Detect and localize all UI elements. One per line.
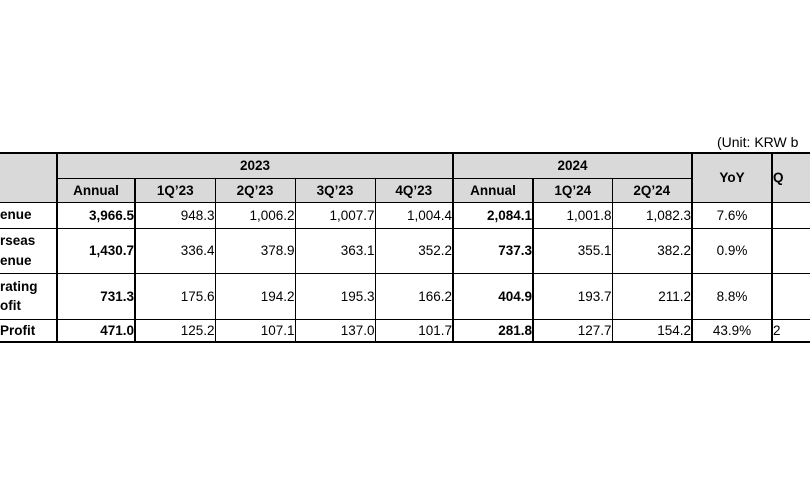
value-cell: 2,084.1 — [452, 201, 534, 229]
sub-header-row: Annual 1Q’23 2Q’23 3Q’23 4Q’23 Annual 1Q… — [0, 177, 810, 203]
yoy-cell: 7.6% — [691, 201, 773, 229]
group-header-2023: 2023 — [55, 152, 454, 179]
row-revenue: enue 3,966.5 948.3 1,006.2 1,007.7 1,004… — [0, 201, 810, 229]
value-cell: 1,430.7 — [56, 227, 136, 274]
yoy-column-header: YoY — [691, 152, 773, 203]
value-cell: 195.3 — [294, 272, 376, 320]
row-label: rseas enue — [0, 227, 58, 274]
row-label-line1: rseas — [0, 233, 36, 249]
group-header-row: 2023 2024 YoY Q — [0, 152, 810, 203]
yoy-cell: 8.8% — [691, 272, 773, 320]
value-cell: 3,966.5 — [56, 201, 136, 229]
subheader-annual-2023: Annual — [56, 177, 136, 203]
corner-header-cell — [0, 152, 58, 203]
value-cell: 404.9 — [452, 272, 534, 320]
value-cell: 382.2 — [611, 227, 693, 274]
value-cell: 101.7 — [374, 318, 454, 343]
subheader-1q23: 1Q’23 — [134, 177, 216, 203]
value-cell: 731.3 — [56, 272, 136, 320]
value-cell: 1,007.7 — [294, 201, 376, 229]
subheader-1q24: 1Q’24 — [532, 177, 613, 203]
value-cell: 336.4 — [134, 227, 216, 274]
value-cell: 125.2 — [134, 318, 216, 343]
row-label: Profit — [0, 318, 58, 343]
row-net-profit: Profit 471.0 125.2 107.1 137.0 101.7 281… — [0, 318, 810, 343]
value-cell: 281.8 — [452, 318, 534, 343]
row-operating-profit: rating ofit 731.3 175.6 194.2 195.3 166.2… — [0, 272, 810, 320]
value-cell: 363.1 — [294, 227, 376, 274]
qoq-column-header: Q — [771, 152, 810, 203]
value-cell: 127.7 — [532, 318, 613, 343]
qoq-cell: 2 — [771, 318, 810, 343]
row-label-line1: enue — [0, 207, 32, 223]
value-cell: 355.1 — [532, 227, 613, 274]
value-cell: 107.1 — [214, 318, 296, 343]
subheader-3q23: 3Q’23 — [294, 177, 376, 203]
row-overseas-revenue: rseas enue 1,430.7 336.4 378.9 363.1 352.… — [0, 227, 810, 274]
value-cell: 137.0 — [294, 318, 376, 343]
qoq-cell — [771, 272, 810, 320]
subheader-4q23: 4Q’23 — [374, 177, 454, 203]
row-label-line1: Profit — [0, 322, 36, 338]
qoq-cell — [771, 201, 810, 229]
row-label-line1: rating — [0, 278, 38, 294]
value-cell: 194.2 — [214, 272, 296, 320]
yoy-cell: 43.9% — [691, 318, 773, 343]
value-cell: 1,004.4 — [374, 201, 454, 229]
yoy-cell: 0.9% — [691, 227, 773, 274]
value-cell: 1,006.2 — [214, 201, 296, 229]
subheader-2q24: 2Q’24 — [611, 177, 693, 203]
group-header-2024: 2024 — [452, 152, 693, 179]
row-label: rating ofit — [0, 272, 58, 320]
row-label-line2: ofit — [0, 298, 21, 313]
value-cell: 1,001.8 — [532, 201, 613, 229]
subheader-annual-2024: Annual — [452, 177, 534, 203]
value-cell: 948.3 — [134, 201, 216, 229]
value-cell: 154.2 — [611, 318, 693, 343]
unit-label: (Unit: KRW b — [717, 134, 799, 150]
qoq-cell — [771, 227, 810, 274]
value-cell: 471.0 — [56, 318, 136, 343]
value-cell: 378.9 — [214, 227, 296, 274]
quarterly-financials-table: 2023 2024 YoY Q Annual 1Q’23 2Q’23 3Q’23… — [0, 152, 810, 343]
row-label-line2: enue — [0, 252, 32, 268]
value-cell: 175.6 — [134, 272, 216, 320]
value-cell: 166.2 — [374, 272, 454, 320]
value-cell: 193.7 — [532, 272, 613, 320]
value-cell: 737.3 — [452, 227, 534, 274]
row-label: enue — [0, 201, 58, 229]
value-cell: 1,082.3 — [611, 201, 693, 229]
value-cell: 352.2 — [374, 227, 454, 274]
subheader-2q23: 2Q’23 — [214, 177, 296, 203]
value-cell: 211.2 — [611, 272, 693, 320]
